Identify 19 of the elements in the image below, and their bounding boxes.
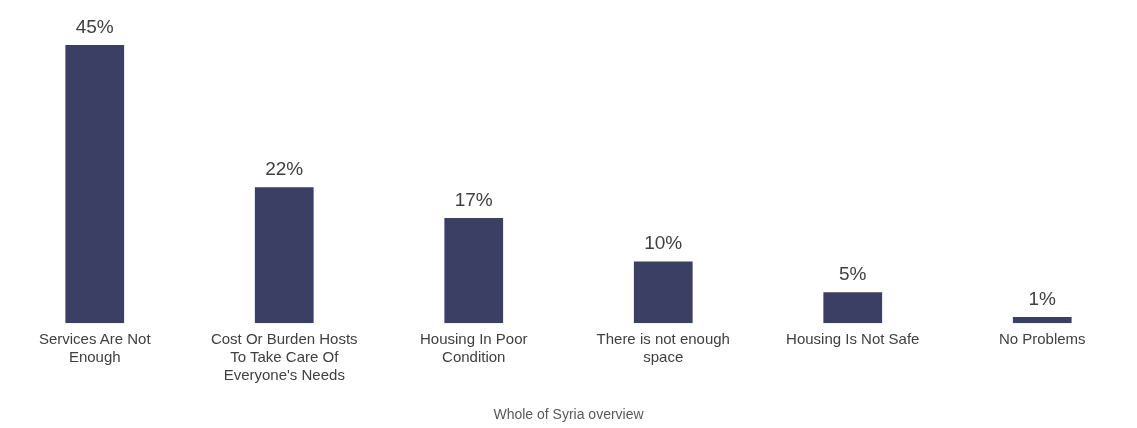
data-label: 5% <box>839 263 867 285</box>
bar <box>1012 317 1072 324</box>
x-tick-label: Services Are Not Enough <box>38 330 152 366</box>
bar <box>254 187 314 324</box>
x-tick-label: There is not enough space <box>596 330 730 366</box>
data-label: 22% <box>265 157 304 179</box>
data-label: 10% <box>644 232 683 254</box>
x-axis-title: Whole of Syria overview <box>493 406 645 423</box>
bar <box>823 292 883 324</box>
bar <box>65 45 125 324</box>
bar <box>444 218 504 324</box>
bar <box>633 261 693 324</box>
data-label: 17% <box>454 188 493 210</box>
x-tick-label: Housing In Poor Condition <box>419 330 528 366</box>
data-label: 1% <box>1028 287 1057 309</box>
x-tick-label: Housing Is Not Safe <box>786 330 920 348</box>
x-tick-label: Cost Or Burden Hosts To Take Care Of Everyone's Needs <box>210 330 358 384</box>
x-tick-label: No Problems <box>998 330 1086 348</box>
data-label: 45% <box>75 15 114 37</box>
